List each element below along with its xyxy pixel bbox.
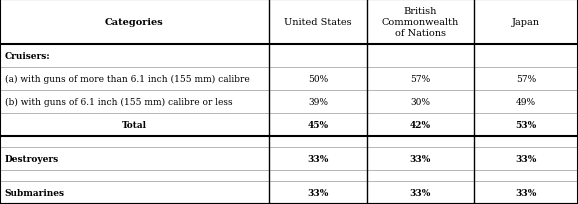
Text: 30%: 30% [410,97,431,106]
Text: Total: Total [122,120,147,129]
Bar [0,45,578,68]
Text: 33%: 33% [410,188,431,197]
Bar [0,68,578,91]
Text: (a) with guns of more than 6.1 inch (155 mm) calibre: (a) with guns of more than 6.1 inch (155… [5,74,249,84]
Bar [0,0,578,45]
Text: 33%: 33% [307,188,328,197]
Text: United States: United States [284,18,351,27]
Bar [0,91,578,113]
Text: Japan: Japan [512,18,540,27]
Bar [0,181,578,204]
Text: 33%: 33% [307,154,328,163]
Text: 50%: 50% [307,75,328,84]
Bar [0,113,578,136]
Text: Destroyers: Destroyers [5,154,59,163]
Text: 33%: 33% [516,188,536,197]
Text: Cruisers:: Cruisers: [5,52,50,61]
Text: 57%: 57% [516,75,536,84]
Text: 39%: 39% [308,97,328,106]
Text: Categories: Categories [105,18,164,27]
Bar [0,170,578,181]
Text: British
Commonwealth
of Nations: British Commonwealth of Nations [382,7,459,38]
Text: 45%: 45% [307,120,328,129]
Bar [0,136,578,147]
Text: (b) with guns of 6.1 inch (155 mm) calibre or less: (b) with guns of 6.1 inch (155 mm) calib… [5,97,232,106]
Text: 33%: 33% [516,154,536,163]
Text: 33%: 33% [410,154,431,163]
Text: 49%: 49% [516,97,536,106]
Text: 42%: 42% [410,120,431,129]
Text: Submarines: Submarines [5,188,65,197]
Text: 57%: 57% [410,75,431,84]
Bar [0,147,578,170]
Text: 53%: 53% [516,120,536,129]
